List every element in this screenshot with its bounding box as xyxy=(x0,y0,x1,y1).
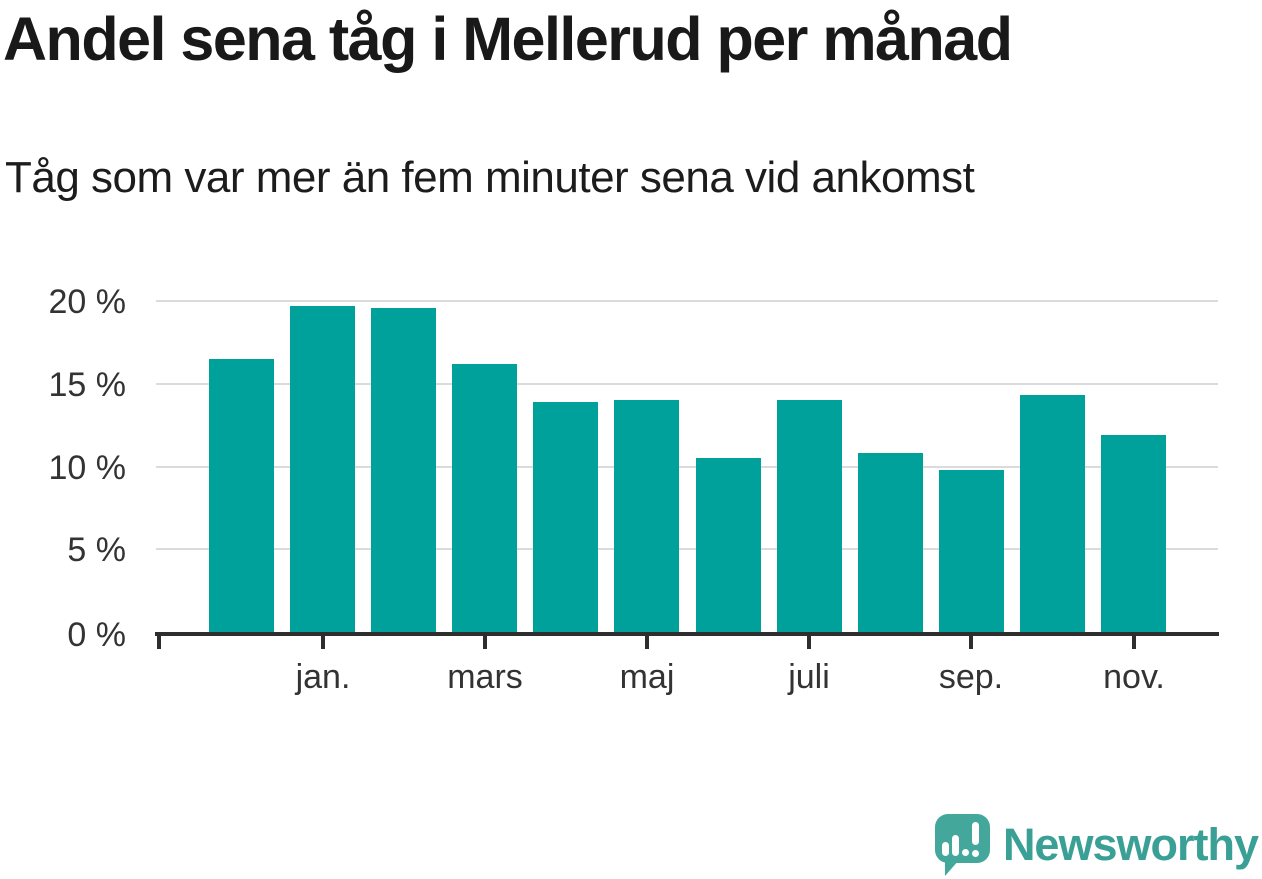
bar-maj xyxy=(614,400,679,632)
newsworthy-logo: Newsworthy xyxy=(934,812,1259,878)
bar-okt xyxy=(1020,395,1085,632)
bar-sep xyxy=(939,470,1004,632)
x-tick-sep xyxy=(969,636,973,649)
y-tick-label-15pct: 15 % xyxy=(48,365,127,404)
bar-dec xyxy=(209,359,274,632)
bar-nov xyxy=(1101,435,1166,632)
newsworthy-logo-text: Newsworthy xyxy=(1002,819,1259,870)
chart-title: Andel sena tåg i Mellerud per månad xyxy=(3,5,1013,73)
y-tick-label-20pct: 20 % xyxy=(48,283,127,321)
bar-mars xyxy=(452,364,517,632)
bar-jan xyxy=(290,306,355,632)
x-tick-mars xyxy=(483,636,487,649)
bar-feb xyxy=(371,308,436,632)
x-tick-label-nov: nov. xyxy=(1103,658,1165,696)
gridline-15pct xyxy=(156,382,1218,385)
y-tick-label-0pct: 0 % xyxy=(67,616,126,654)
x-tick-label-maj: maj xyxy=(619,658,675,696)
x-tick-label-juli: juli xyxy=(788,658,830,696)
x-tick-label-jan: jan. xyxy=(295,658,351,696)
x-tick-nov xyxy=(1132,636,1136,649)
chart-subtitle: Tåg som var mer än fem minuter sena vid … xyxy=(5,153,975,202)
y-tick-label-10pct: 10 % xyxy=(48,448,127,487)
x-tick-jan xyxy=(321,636,325,649)
gridline-10pct xyxy=(156,465,1218,468)
x-tick-label-mars: mars xyxy=(447,658,523,696)
bar-apr xyxy=(533,402,598,632)
bar-juli xyxy=(777,400,842,632)
x-tick-label-sep: sep. xyxy=(938,658,1004,696)
gridline-5pct xyxy=(156,548,1218,551)
bar-juni xyxy=(696,458,761,632)
x-axis-start-tick xyxy=(157,636,161,649)
gridline-20pct xyxy=(156,300,1218,302)
x-tick-juli xyxy=(807,636,811,649)
newsworthy-bubble-bar-chart-icon xyxy=(934,814,991,878)
bar-aug xyxy=(858,453,923,632)
x-axis-line xyxy=(155,632,1219,636)
x-tick-maj xyxy=(645,636,649,649)
y-tick-label-5pct: 5 % xyxy=(67,531,126,570)
